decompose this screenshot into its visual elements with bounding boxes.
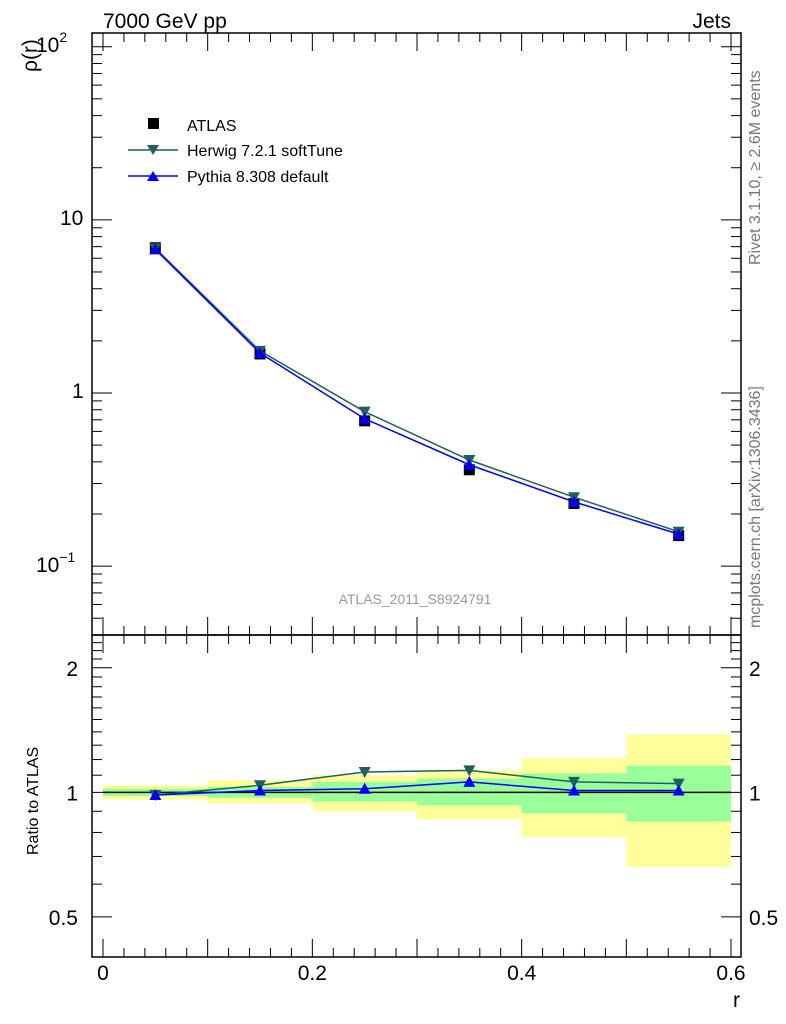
ratio-point-pythia <box>672 784 685 796</box>
ratio-y-tick-label-right: 1 <box>749 782 761 805</box>
main-point-pythia <box>149 243 162 255</box>
legend-marker-atlas <box>148 118 159 129</box>
ratio-point-pythia <box>568 784 580 796</box>
side-label-rivet: Rivet 3.1.10, ≥ 2.6M events <box>747 70 764 265</box>
main-point-pythia <box>568 495 580 507</box>
ratio-point-pythia <box>149 789 162 801</box>
ratio-point-herwig <box>463 765 476 777</box>
main-watermark: ATLAS_2011_S8924791 <box>339 591 492 607</box>
ratio-point-herwig <box>672 778 685 790</box>
legend: ATLAS Herwig 7.2.1 softTune Pythia 8.308… <box>128 118 343 186</box>
ratio-plot-content <box>103 734 731 868</box>
ratio-y-tick-label-right: 2 <box>749 658 761 681</box>
ratio-point-pythia <box>358 782 371 794</box>
x-tick-label: 0.6 <box>716 962 745 985</box>
ratio-point-herwig <box>568 776 580 788</box>
ratio-y-tick-label-left: 2 <box>66 658 78 681</box>
ratio-point-pythia <box>463 775 476 787</box>
legend-label-herwig: Herwig 7.2.1 softTune <box>187 143 343 160</box>
header-right: Jets <box>692 10 731 33</box>
main-point-pythia <box>463 458 476 470</box>
side-label-mcplots: mcplots.cern.ch [arXiv:1306.3436] <box>747 386 764 628</box>
main-y-axis-title: ρ(r) <box>19 39 42 72</box>
ratio-point-herwig <box>358 766 371 778</box>
main-panel: ATLAS_2011_S8924791 102 10 1 10−1 ρ(r) A… <box>19 29 742 636</box>
ratio-panel: 0 0.2 0.4 0.6 0.5 0.5 1 1 2 2 Ratio to ATLAS r <box>25 634 778 1012</box>
legend-label-atlas: ATLAS <box>187 118 237 135</box>
legend-label-pythia: Pythia 8.308 default <box>187 169 329 186</box>
x-tick-label: 0.2 <box>298 962 327 985</box>
main-point-pythia <box>358 412 371 424</box>
ratio-y-tick-label-right: 0.5 <box>749 907 778 930</box>
x-tick-label: 0.4 <box>507 962 537 985</box>
x-tick-label: 0 <box>97 962 109 985</box>
main-axis-ticks <box>92 33 741 636</box>
main-plot-content <box>149 242 685 542</box>
ytick-label-10: 10 <box>60 207 83 230</box>
legend-marker-pythia <box>147 171 159 181</box>
ratio-y-axis-title: Ratio to ATLAS <box>25 747 42 855</box>
main-point-herwig <box>358 406 371 418</box>
ratio-series-line <box>155 781 679 796</box>
main-point-atlas <box>463 464 475 476</box>
ratio-point-pythia <box>254 784 266 796</box>
ratio-series-line <box>155 769 679 796</box>
ratio-y-tick-label-left: 1 <box>66 782 78 805</box>
main-point-pythia <box>254 347 266 359</box>
x-axis-title: r <box>733 989 740 1012</box>
legend-marker-herwig <box>147 145 159 155</box>
ytick-label-0-1: 10−1 <box>36 549 76 577</box>
ratio-y-tick-label-left: 0.5 <box>49 907 78 930</box>
main-series-line <box>154 248 679 535</box>
main-point-pythia <box>672 528 685 540</box>
header-left: 7000 GeV pp <box>103 10 227 33</box>
ratio-axis-ticks: 0 0.2 0.4 0.6 0.5 0.5 1 1 2 2 <box>49 634 778 985</box>
ytick-label-100: 102 <box>36 29 67 57</box>
main-series-line <box>154 247 679 533</box>
ytick-label-1: 1 <box>72 380 84 403</box>
